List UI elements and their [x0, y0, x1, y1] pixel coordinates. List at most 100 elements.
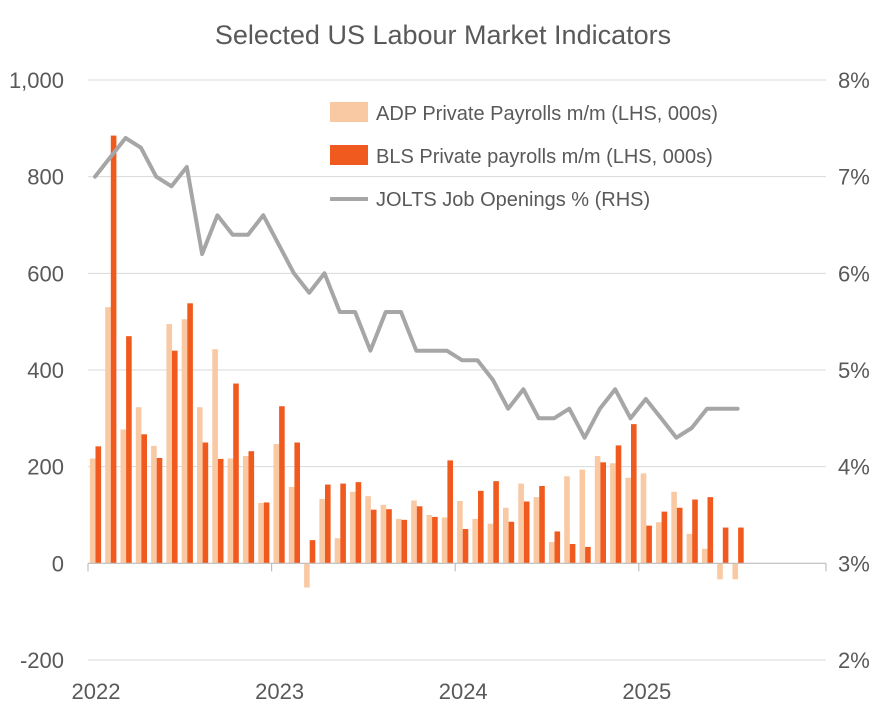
adp-bar — [181, 319, 188, 564]
adp-bar — [197, 407, 203, 564]
bls-bar — [432, 516, 438, 564]
legend-label: JOLTS Job Openings % (RHS) — [376, 189, 650, 211]
bls-bar — [279, 406, 285, 564]
adp-bar — [426, 515, 433, 564]
bls-bar — [95, 446, 102, 564]
bls-bar — [478, 490, 484, 564]
bls-bar — [676, 507, 683, 564]
adp-bar — [120, 429, 127, 564]
bls-bar — [263, 502, 270, 564]
bls-bar — [447, 460, 453, 564]
adp-bar — [640, 473, 647, 564]
adp-bar — [227, 458, 234, 564]
bls-bar — [554, 531, 561, 564]
y-right-tick-label: 5% — [838, 358, 870, 383]
adp-bar — [395, 518, 402, 564]
x-tick-label: 2022 — [72, 679, 121, 704]
bls-bar — [340, 483, 346, 564]
bars — [89, 135, 744, 588]
bls-bar — [615, 445, 622, 564]
x-tick-label: 2025 — [622, 679, 671, 704]
bls-bar — [172, 350, 178, 564]
adp-bar — [242, 456, 249, 564]
bls-bar — [370, 509, 377, 564]
bls-bar — [248, 451, 255, 564]
adp-bar — [212, 349, 218, 564]
adp-bar — [273, 443, 280, 564]
adp-bar — [717, 563, 723, 580]
bls-bar — [202, 442, 209, 564]
y-right-tick-label: 7% — [838, 165, 870, 190]
bls-bar — [156, 457, 163, 564]
adp-bar — [533, 497, 540, 564]
bls-bar — [187, 303, 193, 564]
y-left-tick-label: 400 — [27, 358, 64, 383]
x-tick-label: 2023 — [255, 679, 304, 704]
bls-bar — [401, 519, 408, 564]
adp-bar — [701, 548, 708, 564]
legend-swatch — [330, 102, 368, 122]
adp-bar — [135, 407, 142, 564]
adp-bar — [610, 463, 616, 564]
x-tick-label: 2024 — [439, 679, 488, 704]
bls-bar — [523, 501, 530, 564]
adp-bar — [365, 496, 371, 564]
bls-bar — [386, 509, 392, 564]
legend: ADP Private Payrolls m/m (LHS, 000s) BLS … — [330, 102, 718, 211]
bls-bar — [493, 481, 499, 564]
bls-bar — [141, 434, 147, 564]
legend-label: ADP Private Payrolls m/m (LHS, 000s) — [376, 103, 718, 125]
adp-bar — [89, 458, 96, 564]
bls-bar — [294, 442, 300, 564]
y-right-tick-label: 2% — [838, 648, 870, 673]
bls-bar — [585, 546, 591, 564]
y-right-tick-label: 6% — [838, 261, 870, 286]
y-left-tick-label: 200 — [27, 455, 64, 480]
adp-bar — [105, 307, 111, 564]
axes: -200 0 200 400 600 800 1,000 2% 3% 4% 5% 6% 7% 8% 2022… — [9, 68, 870, 704]
adp-bar — [548, 542, 555, 564]
bls-bar — [539, 486, 545, 564]
bls-bar — [126, 336, 132, 564]
y-left-tick-label: 0 — [52, 551, 64, 576]
adp-bar — [487, 523, 494, 564]
adp-bar — [151, 445, 157, 564]
adp-bar — [732, 563, 739, 580]
adp-bar — [579, 469, 586, 564]
adp-bar — [686, 533, 693, 564]
jolts-line — [93, 136, 740, 440]
legend-swatch — [330, 145, 368, 165]
adp-bar — [288, 486, 295, 564]
y-right-tick-label: 4% — [838, 455, 870, 480]
bls-bar — [508, 521, 515, 564]
bls-bar — [325, 484, 331, 564]
line-series-layer — [93, 136, 740, 440]
adp-bar — [441, 517, 448, 564]
bls-bar — [416, 506, 423, 564]
adp-bar — [472, 518, 478, 564]
adp-bar — [166, 324, 172, 564]
y-right-tick-label: 3% — [838, 551, 870, 576]
bls-bar — [600, 462, 606, 564]
bls-bar — [738, 527, 744, 564]
adp-bar — [319, 499, 325, 564]
bls-bar — [233, 383, 239, 564]
adp-bar — [594, 456, 601, 564]
bls-bar — [661, 511, 668, 564]
adp-bar — [564, 476, 570, 564]
y-right-tick-label: 8% — [838, 68, 870, 93]
y-left-tick-label: 600 — [27, 261, 64, 286]
bls-bar — [462, 529, 469, 564]
adp-bar — [625, 477, 631, 564]
adp-bar — [334, 538, 341, 564]
bls-bar — [692, 499, 698, 564]
bls-bar — [217, 458, 224, 564]
bls-bar — [110, 135, 117, 564]
bls-bar — [631, 424, 637, 564]
adp-bar — [518, 483, 524, 564]
adp-bar — [671, 491, 677, 564]
adp-bar — [350, 491, 356, 564]
adp-bar — [380, 504, 387, 564]
bls-bar — [707, 497, 714, 564]
